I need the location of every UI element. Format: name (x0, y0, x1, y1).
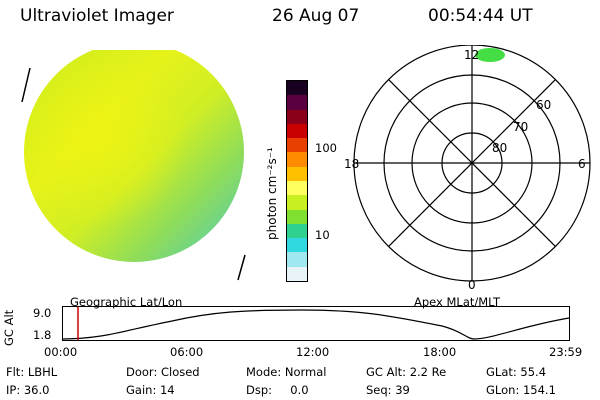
timeline-xtick-3: 18:00 (423, 345, 457, 359)
timeline-ytick-9: 9.0 (33, 306, 52, 320)
timeline-axis-label: GC Alt (2, 309, 16, 346)
colorbar-band (287, 195, 307, 210)
info-dsp: Dsp: 0.0 (246, 383, 309, 397)
image-edge-mark (237, 254, 246, 281)
colorbar-band (287, 138, 307, 153)
info-glat: GLat: 55.4 (486, 365, 547, 379)
colorbar-tick-100: 100 (315, 141, 337, 155)
timeline-left-title: Geographic Lat/Lon (70, 295, 183, 309)
polar-label-12: 12 (464, 48, 479, 62)
colorbar-band (287, 123, 307, 139)
info-glon: GLon: 154.1 (486, 383, 556, 397)
polar-label-6: 6 (578, 157, 586, 171)
info-gain: Gain: 14 (126, 383, 175, 397)
polar-plot: 12 0 18 6 60 70 80 (344, 45, 591, 292)
timeline-xtick-2: 12:00 (296, 345, 330, 359)
timeline-right-title: Apex MLat/MLT (414, 295, 501, 309)
time-label: 00:54:44 UT (428, 6, 533, 26)
timeline-xtick-4: 23:59 (549, 345, 583, 359)
colorbar (286, 80, 308, 282)
image-edge-mark (21, 67, 31, 103)
colorbar-band (287, 152, 307, 167)
colorbar-band (287, 109, 307, 124)
colorbar-band (287, 266, 307, 281)
info-ip: IP: 36.0 (6, 383, 50, 397)
info-gc-alt: GC Alt: 2.2 Re (366, 365, 447, 379)
colorbar-band (287, 209, 307, 224)
colorbar-unit-label: photon cm⁻²s⁻¹ (265, 147, 279, 240)
colorbar-band (287, 238, 307, 253)
timeline-plot (62, 306, 570, 341)
aurora-patch (475, 48, 505, 62)
colorbar-band (287, 95, 307, 110)
timeline-xtick-0: 00:00 (44, 345, 78, 359)
polar-ring-label-80: 80 (492, 141, 507, 155)
timeline-ytick-1-8: 1.8 (33, 328, 52, 342)
colorbar-band (287, 81, 307, 96)
info-door: Door: Closed (126, 365, 200, 379)
polar-label-0: 0 (468, 278, 476, 292)
colorbar-tick-10: 10 (315, 228, 330, 242)
app-title: Ultraviolet Imager (20, 6, 174, 26)
info-mode: Mode: Normal (246, 365, 327, 379)
colorbar-band (287, 166, 307, 181)
uv-earth-image (21, 50, 246, 281)
colorbar-band (287, 252, 307, 267)
orbit-altitude-curve (62, 309, 570, 340)
polar-ring-label-60: 60 (536, 98, 551, 112)
timeline-xtick-1: 06:00 (170, 345, 204, 359)
colorbar-band (287, 223, 307, 239)
colorbar-band (287, 180, 307, 196)
polar-label-18: 18 (344, 157, 359, 171)
info-filter: Flt: LBHL (6, 365, 58, 379)
polar-ring-label-70: 70 (513, 120, 528, 134)
info-seq: Seq: 39 (366, 383, 410, 397)
date-label: 26 Aug 07 (272, 6, 360, 26)
